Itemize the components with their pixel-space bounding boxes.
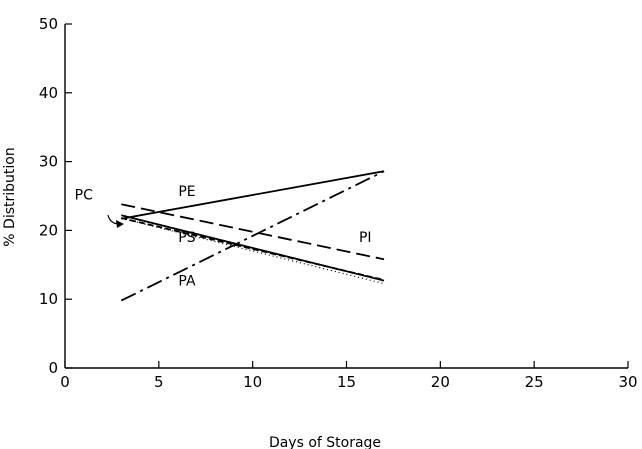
series-line-pa — [120, 170, 385, 302]
x-tick-label: 5 — [154, 373, 164, 391]
y-tick-label: 0 — [48, 359, 58, 377]
series-line-pi — [121, 203, 385, 261]
y-tick-label: 40 — [39, 84, 58, 102]
series-labels: PE PI PC PS PA — [75, 184, 372, 289]
y-tick-label: 10 — [39, 290, 58, 308]
y-tick-label: 20 — [39, 221, 58, 239]
axis-ticks: 0 5 10 15 20 25 30 0 10 20 30 40 50 — [39, 15, 638, 391]
series-line-ps — [121, 217, 385, 281]
y-tick-label: 30 — [39, 153, 58, 171]
pc-arrowhead — [116, 220, 124, 228]
x-tick-label: 15 — [337, 373, 356, 391]
series-label-pa: PA — [178, 273, 196, 289]
y-axis-title: % Distribution — [2, 147, 18, 246]
plot-frame — [64, 24, 628, 369]
series-label-ps: PS — [178, 230, 195, 246]
x-axis-title: Days of Storage — [269, 435, 381, 449]
series-line-pe — [121, 170, 385, 220]
series-label-pi: PI — [359, 230, 372, 246]
series-label-pe: PE — [178, 184, 195, 200]
x-tick-label: 30 — [618, 373, 637, 391]
series-lines — [120, 170, 385, 302]
series-line-pc — [121, 214, 385, 282]
y-tick-label: 50 — [39, 15, 58, 33]
series-label-pc: PC — [75, 187, 93, 203]
x-tick-label: 25 — [525, 373, 544, 391]
x-tick-label: 20 — [431, 373, 450, 391]
x-tick-label: 0 — [60, 373, 70, 391]
x-tick-label: 10 — [243, 373, 262, 391]
